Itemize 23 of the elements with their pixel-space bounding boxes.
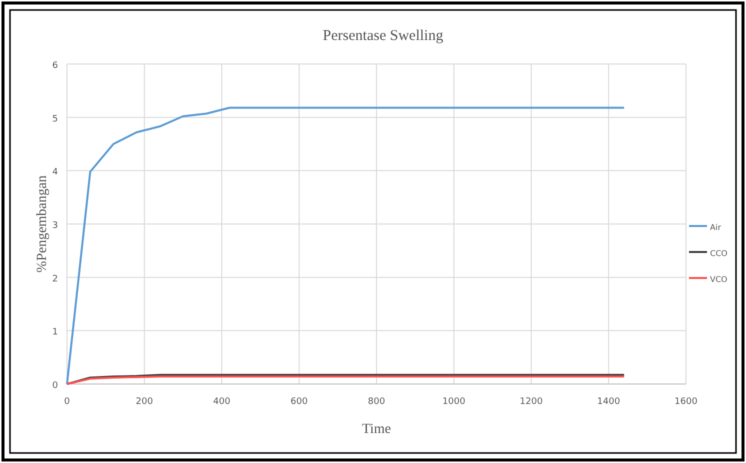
- y-tick-label: 4: [52, 168, 58, 178]
- y-tick-label: 2: [52, 274, 58, 284]
- x-tick-label: 1200: [520, 397, 543, 407]
- legend-label: VCO: [710, 275, 728, 284]
- line-series: [66, 106, 626, 385]
- y-tick-label: 6: [52, 61, 58, 71]
- x-axis-title: Time: [362, 422, 392, 437]
- y-tick-label: 0: [52, 381, 58, 391]
- y-tick-label: 3: [52, 221, 58, 231]
- x-tick-label: 0: [64, 397, 70, 407]
- x-tick-label: 600: [290, 397, 308, 407]
- x-tick-label: 200: [136, 397, 154, 407]
- x-tick-label: 800: [368, 397, 386, 407]
- y-tick-label: 1: [52, 328, 58, 338]
- x-tick-label: 1600: [674, 397, 698, 407]
- legend-label: Air: [710, 223, 722, 232]
- x-tick-label: 400: [213, 397, 231, 407]
- y-tick-label: 5: [52, 114, 58, 124]
- y-axis-title: %Pengembangan: [35, 175, 50, 273]
- x-tick-label: 1000: [442, 397, 466, 407]
- x-tick-label: 1400: [597, 397, 620, 407]
- chart-title: Persentase Swelling: [322, 28, 444, 44]
- legend-label: CCO: [710, 249, 728, 258]
